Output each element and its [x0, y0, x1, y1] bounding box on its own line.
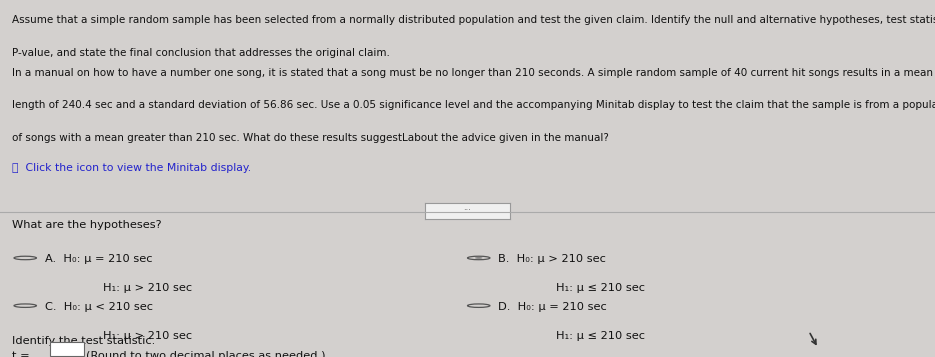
Circle shape	[475, 257, 482, 258]
Text: H₁: μ > 210 sec: H₁: μ > 210 sec	[103, 331, 192, 341]
Text: Assume that a simple random sample has been selected from a normally distributed: Assume that a simple random sample has b…	[12, 15, 935, 25]
Text: H₁: μ > 210 sec: H₁: μ > 210 sec	[103, 283, 192, 293]
Text: In a manual on how to have a number one song, it is stated that a song must be n: In a manual on how to have a number one …	[12, 67, 933, 77]
Text: H₁: μ ≤ 210 sec: H₁: μ ≤ 210 sec	[556, 283, 645, 293]
Text: ⓘ  Click the icon to view the Minitab display.: ⓘ Click the icon to view the Minitab dis…	[12, 163, 252, 173]
Text: C.  H₀: μ < 210 sec: C. H₀: μ < 210 sec	[45, 302, 153, 312]
Text: length of 240.4 sec and a standard deviation of 56.86 sec. Use a 0.05 significan: length of 240.4 sec and a standard devia…	[12, 100, 935, 110]
Text: D.  H₀: μ = 210 sec: D. H₀: μ = 210 sec	[498, 302, 607, 312]
Text: A.  H₀: μ = 210 sec: A. H₀: μ = 210 sec	[45, 254, 152, 264]
FancyBboxPatch shape	[50, 342, 84, 356]
Text: What are the hypotheses?: What are the hypotheses?	[12, 220, 162, 230]
Text: (Round to two decimal places as needed.): (Round to two decimal places as needed.)	[86, 351, 325, 357]
Text: t =: t =	[12, 351, 30, 357]
Text: ···: ···	[464, 206, 471, 215]
Text: B.  H₀: μ > 210 sec: B. H₀: μ > 210 sec	[498, 254, 606, 264]
Text: Identify the test statistic.: Identify the test statistic.	[12, 336, 155, 346]
Text: of songs with a mean greater than 210 sec. What do these results suggestLabout t: of songs with a mean greater than 210 se…	[12, 134, 609, 144]
Text: P-value, and state the final conclusion that addresses the original claim.: P-value, and state the final conclusion …	[12, 48, 390, 58]
Text: H₁: μ ≤ 210 sec: H₁: μ ≤ 210 sec	[556, 331, 645, 341]
